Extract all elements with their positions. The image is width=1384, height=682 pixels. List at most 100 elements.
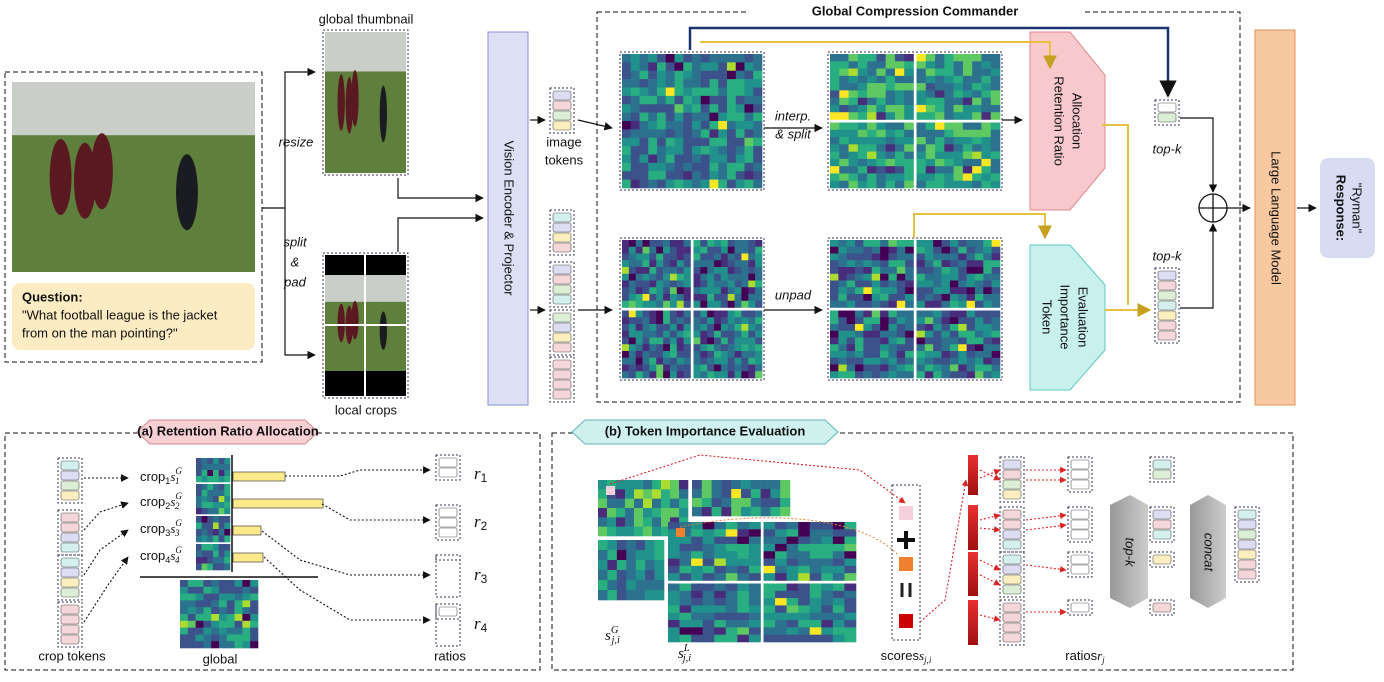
label: "What football league is the jacket [22,307,218,322]
heat-cell [935,76,945,84]
heat-cell [991,61,1001,69]
heat-cell [710,79,719,88]
heat-cell [726,591,738,599]
heat-cell [917,301,926,308]
heat-cell [810,627,822,635]
math-part: j [1101,655,1105,665]
heat-cell [700,287,707,294]
heat-cell [775,584,787,592]
heat-cell [703,529,715,537]
heat-cell [748,338,755,345]
heat-cell [904,144,914,152]
heat-cell [196,628,204,635]
heat-cell [888,344,897,351]
heat-cell [670,281,677,288]
heat-cell [958,240,967,247]
heat-cell [680,598,692,606]
heat-cell [643,331,650,338]
heat-cell [680,635,692,643]
heat-cell [207,508,213,514]
heat-cell [967,294,976,301]
heat-cell [213,516,219,523]
heat-cell [926,69,936,77]
heat-cell [657,113,666,122]
heat-cell [675,79,684,88]
heat-cell [188,580,196,587]
heat-cell [625,527,634,537]
heat-cell [839,181,849,189]
heat-cell [694,317,701,324]
heat-cell [649,344,656,351]
heat-cell [677,281,684,288]
heat-cell [798,613,810,621]
heat-cell [764,598,776,606]
heat-cell [707,358,714,365]
heat-cell [963,83,973,91]
heat-cell [607,560,617,570]
heat-cell [798,559,810,567]
heat-cell [714,247,721,254]
heat-cell [897,260,906,267]
heat-cell [904,54,914,62]
heat-cell [727,155,736,164]
heat-cell [235,587,243,594]
heat-cell [649,260,656,267]
heat-cell [196,496,202,502]
heat-cell [707,365,714,372]
heat-cell [629,260,636,267]
heat-cell [607,499,616,509]
heat-cell [656,311,663,318]
heat-cell [751,480,761,489]
heat-cell [670,371,677,378]
heat-cell [196,458,202,464]
heat-cell [775,635,787,643]
token [61,491,79,500]
heat-cell [622,171,631,180]
token [553,333,571,342]
heat-cell [701,88,710,97]
math-label: r1 [474,464,488,485]
heat-cell [211,607,219,614]
heat-cell [649,331,656,338]
heat-cell [207,529,213,536]
heat-cell [821,591,833,599]
heat-cell [631,88,640,97]
heat-cell [714,351,721,358]
heat-cell [666,62,675,71]
heat-cell [925,338,934,345]
photo-person [380,86,387,142]
label: Allocation [1070,93,1085,149]
heat-cell [180,614,188,621]
heat-cell [622,146,631,155]
heat-cell [668,613,680,621]
heat-cell [863,294,872,301]
heat-cell [787,613,799,621]
heat-cell [880,294,889,301]
heat-cell [728,311,735,318]
dotted-arrow [262,531,430,575]
label: top-k [1153,248,1183,263]
heat-cell [849,130,859,138]
heat-cell [983,281,992,288]
heat-cell [839,173,849,181]
heat-cell [895,181,905,189]
token [1238,550,1256,559]
heat-cell [886,159,896,167]
heat-cell [975,240,984,247]
heat-cell [844,620,856,628]
heat-cell [598,527,607,537]
token [1158,321,1176,330]
heat-cell [849,137,859,145]
heat-cell [830,166,840,174]
label: global thumbnail [319,11,414,26]
heat-cell [753,113,762,122]
heat-cell [683,129,692,138]
heat-cell [975,267,984,274]
heat-cell [926,83,936,91]
heat-cell [764,584,776,592]
heat-cell [700,317,707,324]
heat-cell [748,344,755,351]
heat-cell [643,324,650,331]
heat-cell [691,627,703,635]
heat-cell [838,240,847,247]
